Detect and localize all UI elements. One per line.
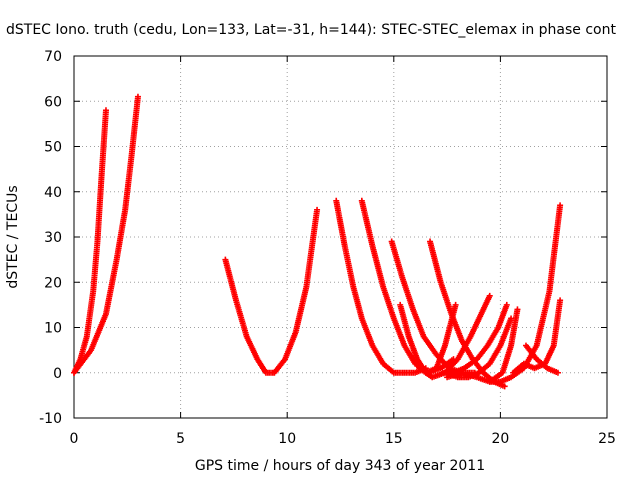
data-point <box>514 306 521 313</box>
series <box>397 301 459 376</box>
x-tick-label: 10 <box>278 431 296 447</box>
data-point <box>314 206 321 213</box>
data-point <box>557 297 564 304</box>
y-tick-label: 10 <box>44 321 62 337</box>
y-axis-label: dSTEC / TECUs <box>5 185 21 288</box>
data-point <box>554 369 561 376</box>
x-tick-label: 20 <box>491 431 509 447</box>
axes: 0 5 10 15 20 25 -10 0 10 20 30 40 50 60 70 <box>39 49 616 447</box>
data-point <box>503 301 510 308</box>
x-tick-label: 0 <box>70 431 79 447</box>
series <box>71 93 141 376</box>
series <box>416 292 493 381</box>
data-point <box>557 202 564 209</box>
y-tick-label: 30 <box>44 230 62 246</box>
y-tick-label: 50 <box>44 140 62 156</box>
data-point <box>102 107 109 114</box>
data-point <box>486 292 493 299</box>
series <box>71 107 109 376</box>
series <box>522 342 561 376</box>
series <box>333 197 429 376</box>
y-tick-label: 70 <box>44 49 62 65</box>
data-point <box>134 93 141 100</box>
series <box>510 297 564 376</box>
x-tick-label: 15 <box>385 431 403 447</box>
y-tick-label: 60 <box>44 94 62 110</box>
data-points <box>71 93 564 390</box>
x-axis-label: GPS time / hours of day 343 of year 2011 <box>195 458 485 474</box>
series <box>222 206 321 376</box>
y-tick-label: 0 <box>53 366 62 382</box>
y-tick-label: 40 <box>44 185 62 201</box>
x-tick-label: 5 <box>176 431 185 447</box>
data-point <box>501 383 508 390</box>
chart-title: dSTEC Iono. truth (cedu, Lon=133, Lat=-3… <box>6 22 616 38</box>
series <box>444 306 521 385</box>
y-tick-label: -10 <box>39 411 62 427</box>
series <box>486 202 564 385</box>
data-point <box>452 301 459 308</box>
y-tick-label: 20 <box>44 275 62 291</box>
x-tick-label: 25 <box>598 431 616 447</box>
